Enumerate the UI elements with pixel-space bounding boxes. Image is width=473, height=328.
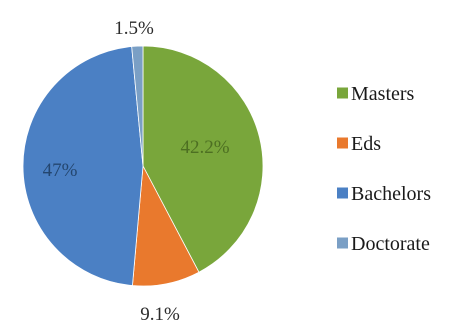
- legend-swatch-masters: [337, 87, 348, 99]
- legend-item-masters: Masters: [337, 83, 415, 105]
- legend-item-bachelors: Bachelors: [337, 183, 431, 205]
- data-label-bachelors: 47%: [43, 160, 78, 181]
- legend-label-masters: Masters: [351, 83, 415, 105]
- data-label-eds: 9.1%: [140, 304, 180, 323]
- pie-slices: [22, 45, 264, 287]
- pie-slice-doctorate: [131, 45, 144, 167]
- legend-item-eds: Eds: [337, 133, 381, 155]
- data-label-masters: 42.2%: [180, 137, 229, 158]
- legend-swatch-bachelors: [337, 187, 348, 199]
- legend: Masters Eds Bachelors Doctorate: [337, 83, 431, 255]
- legend-swatch-eds: [337, 137, 348, 149]
- legend-swatch-doctorate: [337, 237, 348, 249]
- pie-data-labels: 42.2% 9.1% 47% 1.5%: [43, 18, 230, 325]
- pie-slice-bachelors: [22, 46, 144, 286]
- legend-label-eds: Eds: [351, 133, 381, 155]
- legend-label-bachelors: Bachelors: [351, 183, 431, 205]
- legend-label-doctorate: Doctorate: [351, 233, 430, 255]
- data-label-doctorate: 1.5%: [114, 18, 154, 39]
- legend-item-doctorate: Doctorate: [337, 233, 430, 255]
- pie-slice-masters: [142, 45, 264, 273]
